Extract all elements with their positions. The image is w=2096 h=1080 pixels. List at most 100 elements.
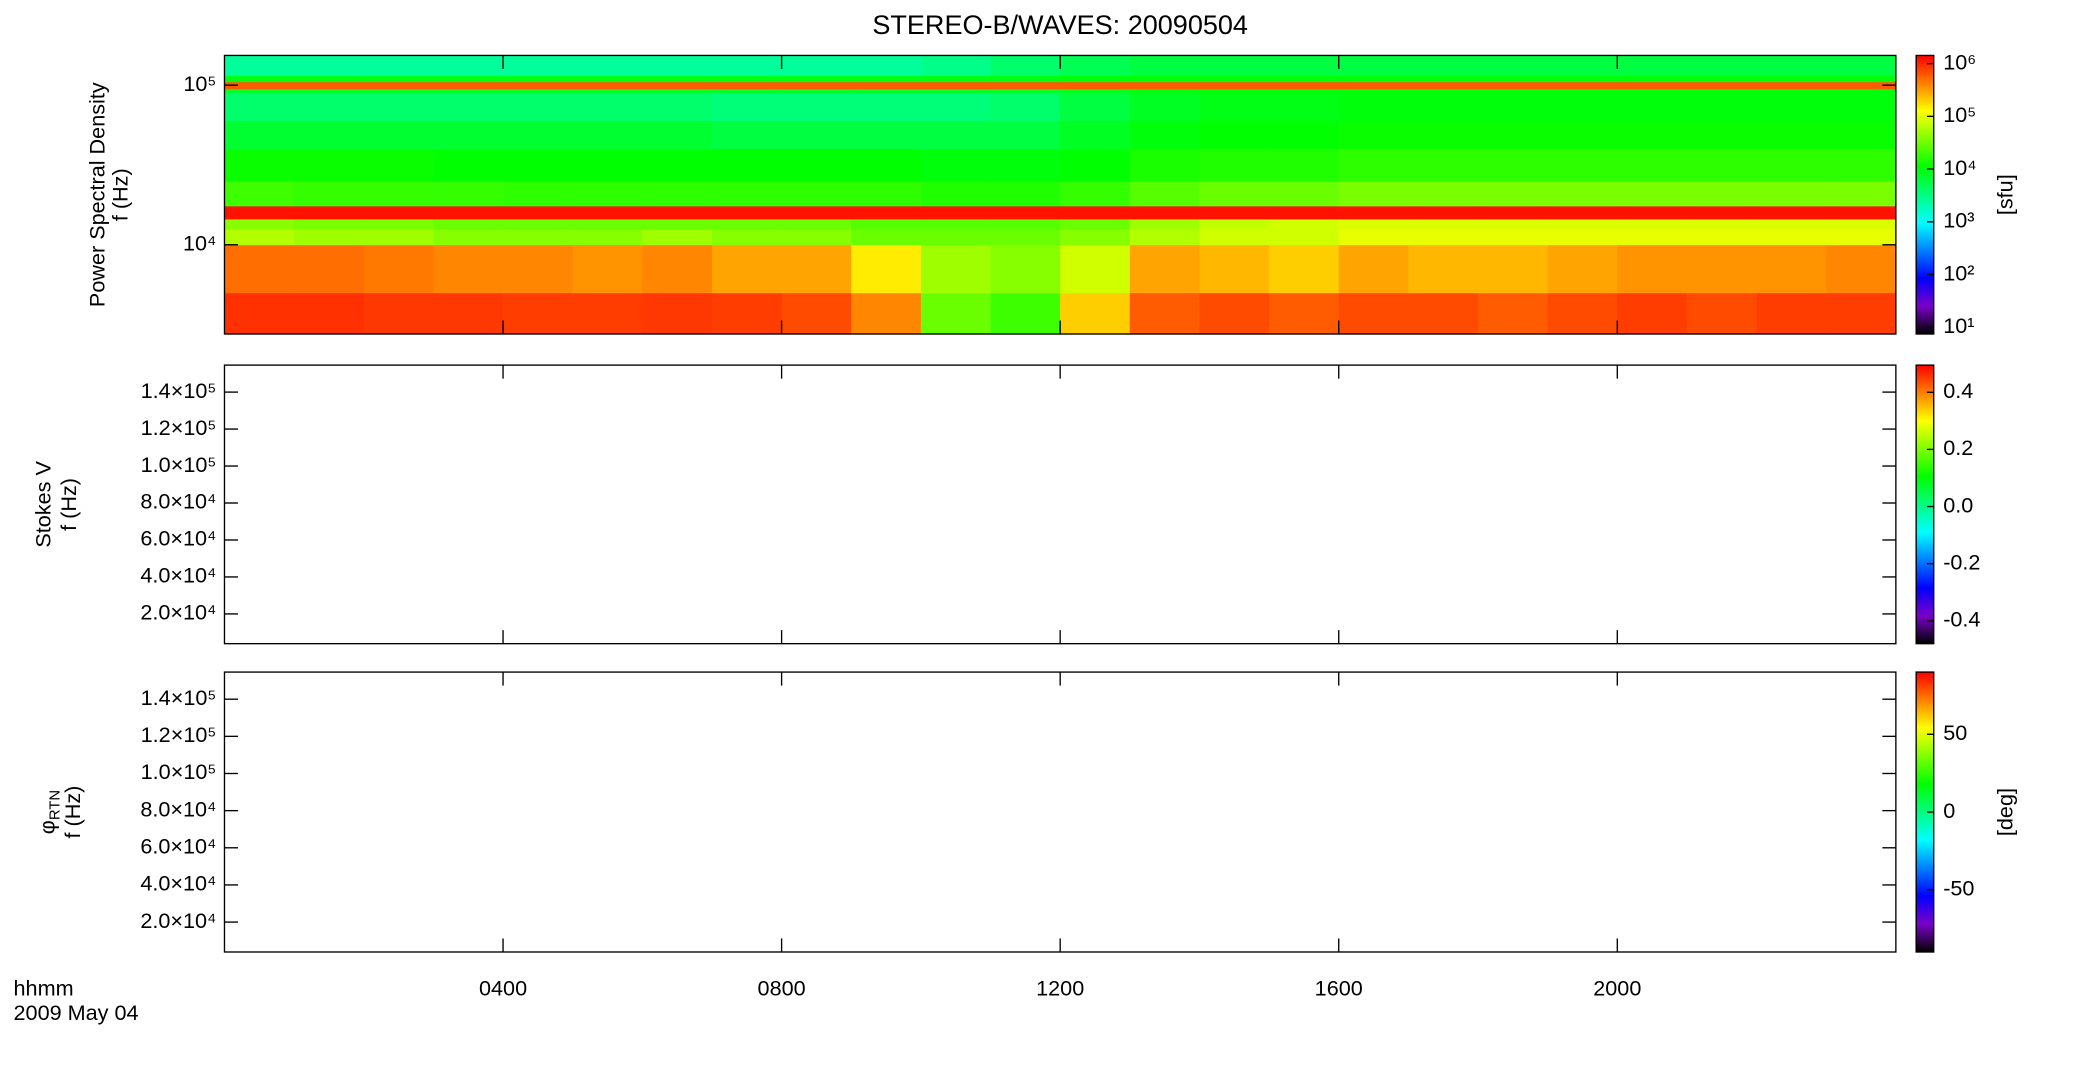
heatmap-cell — [224, 244, 295, 294]
heatmap-cell — [1408, 229, 1479, 246]
y-axis-label: f (Hz) — [60, 786, 85, 839]
heatmap-cell — [294, 81, 365, 90]
heatmap-cell — [642, 88, 713, 93]
y-tick-label: 10⁵ — [183, 71, 216, 96]
heatmap-cell — [433, 120, 504, 150]
heatmap-cell — [433, 292, 504, 335]
heatmap-cell — [1617, 292, 1688, 335]
colorbar-tick-label: 0.4 — [1943, 378, 1973, 403]
heatmap-cell — [1129, 181, 1200, 207]
y-axis-label-subscript: RTN — [47, 790, 63, 820]
heatmap-cell — [433, 75, 504, 83]
heatmap-cell — [1826, 75, 1897, 83]
heatmap-cell — [224, 81, 295, 90]
heatmap-cell — [433, 229, 504, 246]
heatmap-cell — [781, 229, 852, 246]
heatmap-cell — [1686, 92, 1757, 121]
heatmap-cell — [1338, 88, 1409, 93]
heatmap-cell — [990, 75, 1061, 83]
heatmap-cell — [572, 219, 643, 230]
heatmap-cell — [1617, 120, 1688, 150]
heatmap-cell — [572, 181, 643, 207]
heatmap-cell — [1686, 88, 1757, 93]
heatmap-cell — [1408, 219, 1479, 230]
heatmap-cell — [433, 181, 504, 207]
heatmap-cell — [1129, 148, 1200, 182]
heatmap-cell — [294, 292, 365, 335]
heatmap-cell — [433, 88, 504, 93]
colorbar-tick-label: 10⁴ — [1943, 155, 1976, 180]
heatmap-cell — [781, 75, 852, 83]
heatmap-cell — [363, 219, 434, 230]
heatmap-cell — [433, 55, 504, 76]
heatmap-cell — [711, 292, 783, 335]
heatmap-cell — [572, 55, 643, 76]
heatmap-cell — [503, 219, 574, 230]
heatmap-cell — [294, 244, 365, 294]
y-axis-label: Power Spectral Density — [84, 82, 109, 307]
heatmap-cell — [851, 81, 922, 90]
heatmap-cell — [433, 219, 504, 230]
heatmap-cell — [920, 120, 991, 150]
heatmap-cell — [642, 244, 713, 294]
heatmap-cell — [503, 229, 574, 246]
heatmap-cell — [1338, 92, 1409, 121]
heatmap-cell — [363, 81, 434, 90]
x-tick-label: 1200 — [1036, 976, 1084, 1001]
y-tick-label: 6.0×10⁴ — [140, 834, 216, 859]
heatmap-cell — [1826, 229, 1897, 246]
heatmap-cell — [1547, 120, 1618, 150]
heatmap-cell — [1338, 181, 1409, 207]
heatmap-cell — [433, 148, 504, 182]
heatmap-cell — [1547, 81, 1618, 90]
heatmap-cell — [503, 120, 574, 150]
heatmap-cell — [294, 148, 365, 182]
heatmap-cell — [1617, 181, 1688, 207]
y-tick-label: 1.4×10⁵ — [141, 685, 217, 710]
heatmap-cell — [294, 55, 365, 76]
heatmap-cell — [990, 92, 1061, 121]
heatmap-cell — [1199, 148, 1270, 182]
heatmap-cell — [1060, 219, 1131, 230]
heatmap-cell — [1269, 148, 1340, 182]
heatmap-cell — [1269, 81, 1340, 90]
heatmap-cell — [990, 55, 1061, 76]
heatmap-cell — [572, 81, 643, 90]
heatmap-cell — [642, 229, 713, 246]
heatmap-cell — [572, 292, 643, 335]
heatmap-cell — [642, 120, 713, 150]
heatmap-cell — [1478, 181, 1549, 207]
heatmap-cell — [1338, 205, 1409, 220]
heatmap-cell — [1686, 205, 1757, 220]
y-tick-label: 4.0×10⁴ — [140, 871, 216, 896]
heatmap-cell — [224, 88, 295, 93]
heatmap-cell — [1478, 219, 1549, 230]
colorbar-tick-label: -0.4 — [1943, 607, 1980, 632]
heatmap-cell — [1408, 88, 1479, 93]
heatmap-cell — [1199, 81, 1270, 90]
y-axis-label: f (Hz) — [107, 168, 132, 221]
colorbar-tick-label: 50 — [1943, 720, 1967, 745]
heatmap-cell — [1338, 244, 1409, 294]
heatmap-cell — [224, 120, 295, 150]
heatmap-cell — [920, 292, 991, 335]
heatmap-cell — [1199, 75, 1270, 83]
heatmap-cell — [1617, 205, 1688, 220]
y-tick-label: 8.0×10⁴ — [140, 489, 216, 514]
heatmap-cell — [920, 205, 991, 220]
heatmap-cell — [1129, 55, 1200, 76]
colorbar-tick-label: 0.2 — [1943, 435, 1973, 460]
heatmap-cell — [1338, 219, 1409, 230]
heatmap-cell — [1617, 81, 1688, 90]
heatmap-cell — [642, 292, 713, 335]
heatmap-cell — [1826, 81, 1897, 90]
heatmap-cell — [1756, 92, 1827, 121]
colorbar-tick-label: -50 — [1943, 876, 1974, 901]
colorbar-tick-label: 0.0 — [1943, 492, 1973, 517]
heatmap-cell — [1129, 229, 1200, 246]
heatmap-cell — [1617, 229, 1688, 246]
heatmap-cell — [990, 120, 1061, 150]
heatmap-cell — [1199, 244, 1270, 294]
heatmap-cell — [1756, 244, 1827, 294]
